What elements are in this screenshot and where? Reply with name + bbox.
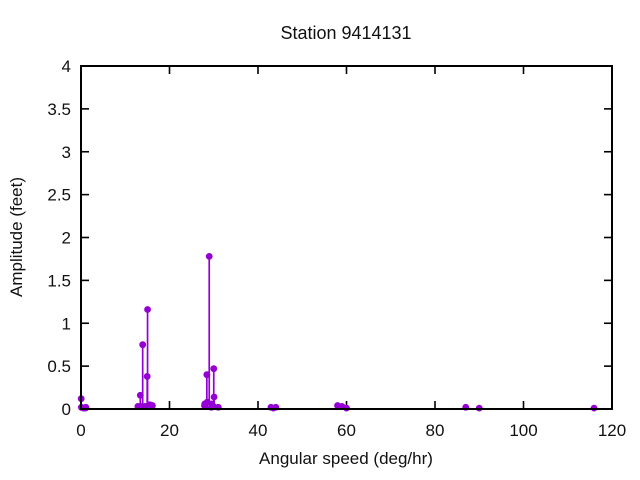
y-axis-label: Amplitude (feet) (7, 177, 26, 297)
x-tick-label: 0 (76, 421, 85, 440)
data-point (210, 365, 218, 373)
y-tick-label: 3 (62, 143, 71, 162)
x-tick-label: 20 (160, 421, 179, 440)
data-series (77, 252, 598, 412)
x-tick-label: 120 (598, 421, 626, 440)
data-point (149, 402, 156, 409)
data-point (205, 252, 213, 260)
x-tick-label: 80 (426, 421, 445, 440)
y-tick-label: 3.5 (47, 100, 71, 119)
x-tick-label: 100 (509, 421, 537, 440)
axis-tick-labels: 0 20 40 60 80 100 120 0 0.5 1 1.5 2 2.5 3 3.5 4 (47, 57, 626, 440)
y-tick-label: 1.5 (47, 271, 71, 290)
x-tick-label: 60 (337, 421, 356, 440)
plot-border (80, 65, 613, 410)
x-tick-label: 40 (249, 421, 268, 440)
y-tick-label: 0 (62, 400, 71, 419)
data-point (144, 306, 151, 313)
axis-ticks (80, 65, 613, 410)
y-tick-label: 0.5 (47, 357, 71, 376)
data-point (203, 371, 211, 379)
data-point (139, 341, 147, 349)
x-axis-label: Angular speed (deg/hr) (259, 449, 433, 468)
y-tick-label: 2 (62, 229, 71, 248)
chart-title: Station 9414131 (280, 23, 411, 43)
y-tick-label: 1 (62, 314, 71, 333)
data-point (210, 393, 218, 401)
data-point (136, 391, 144, 399)
y-tick-label: 2.5 (47, 186, 71, 205)
y-tick-label: 4 (62, 57, 71, 76)
data-point (143, 373, 151, 380)
